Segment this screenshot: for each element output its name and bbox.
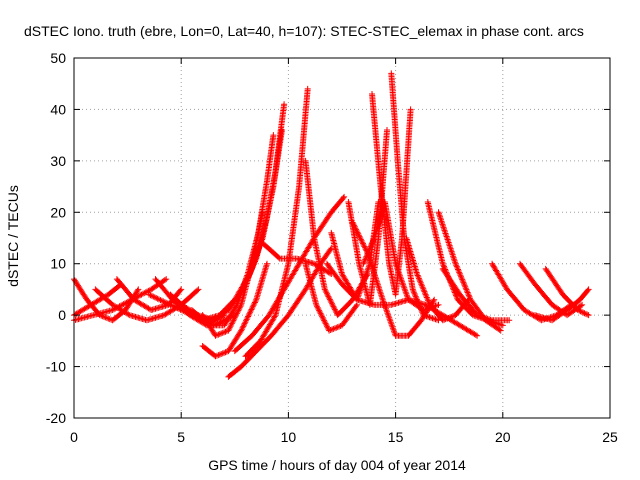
x-tick-label: 5 <box>177 429 185 445</box>
series-13 <box>242 85 311 360</box>
series-10 <box>199 209 266 339</box>
y-axis-label: dSTEC / TECUs <box>5 185 21 287</box>
x-tick-label: 0 <box>70 429 78 445</box>
y-tick-label: 50 <box>50 50 66 66</box>
chart-title: dSTEC Iono. truth (ebre, Lon=0, Lat=40, … <box>24 23 584 39</box>
series-25 <box>403 235 472 324</box>
series-30 <box>517 260 586 319</box>
x-tick-labels: 0 5 10 15 20 25 <box>70 429 618 445</box>
y-tick-label: 30 <box>50 153 66 169</box>
y-tick-label: -20 <box>46 410 66 426</box>
series-14-points <box>231 193 348 355</box>
y-tick-label: -10 <box>46 359 66 375</box>
series-16 <box>302 157 371 319</box>
series-24 <box>388 70 442 324</box>
series-15-points <box>259 240 335 277</box>
series-19-points <box>328 199 382 303</box>
y-tick-label: 0 <box>58 307 66 323</box>
series-13-points <box>242 85 311 360</box>
series-28-points <box>439 265 513 324</box>
series-24-points <box>388 70 442 324</box>
grid <box>74 58 610 418</box>
series-32-points <box>532 286 592 324</box>
x-tick-label: 10 <box>281 429 297 445</box>
y-tick-label: 10 <box>50 256 66 272</box>
x-tick-label: 15 <box>388 429 404 445</box>
series-11-points <box>199 260 270 360</box>
y-tick-labels: -20 -10 0 10 20 30 40 50 <box>46 50 66 426</box>
series-14 <box>231 193 348 355</box>
series-19 <box>328 199 382 303</box>
series-30-points <box>517 260 586 319</box>
x-axis-label: GPS time / hours of day 004 of year 2014 <box>208 457 466 473</box>
data-marks <box>71 70 592 380</box>
series-27 <box>435 209 504 334</box>
series-27-points <box>435 209 504 334</box>
series-17-points <box>302 260 360 334</box>
series-28 <box>439 265 513 324</box>
y-tick-label: 20 <box>50 204 66 220</box>
series-15 <box>259 240 335 277</box>
axis-ticks <box>73 57 611 419</box>
x-tick-label: 25 <box>602 429 618 445</box>
y-tick-label: 40 <box>50 101 66 117</box>
series-23-points <box>369 91 414 298</box>
series-11 <box>199 260 270 360</box>
plot-frame <box>73 57 611 419</box>
x-tick-label: 20 <box>495 429 511 445</box>
series-10-points <box>199 209 266 339</box>
series-25-points <box>403 235 472 324</box>
series-32 <box>532 286 592 324</box>
series-23 <box>369 91 414 298</box>
series-16-points <box>302 157 371 319</box>
series-17 <box>302 260 360 334</box>
